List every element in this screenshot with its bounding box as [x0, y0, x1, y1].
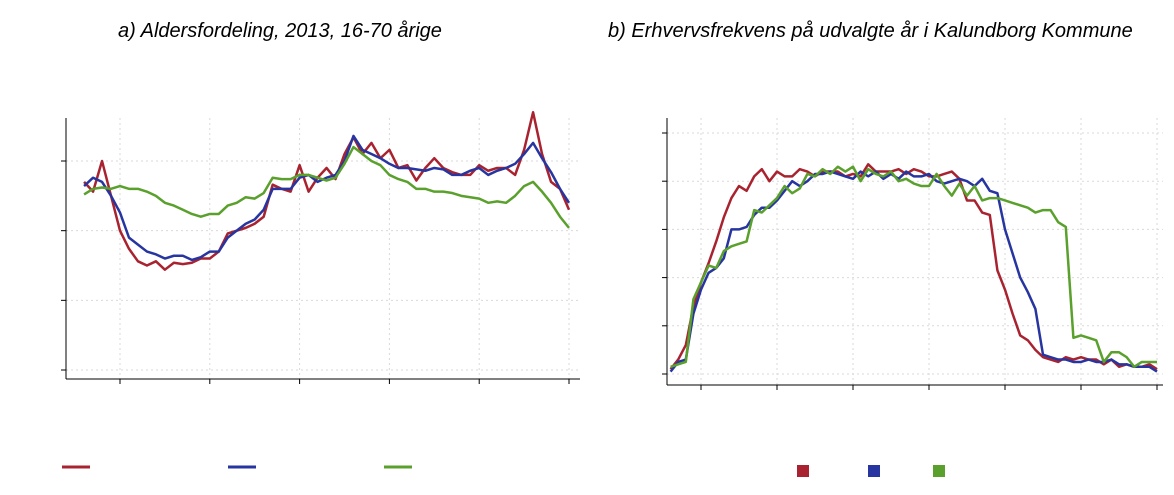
series-line-b-0 [669, 163, 1158, 371]
series-line-b-2 [670, 165, 1157, 369]
series-line-a-1 [83, 134, 571, 262]
legend-swatch [797, 465, 809, 477]
series-line-b-1 [669, 170, 1158, 373]
legend-swatch [868, 465, 880, 477]
chart-b-grid [667, 118, 1163, 385]
series-line-a-0 [83, 110, 571, 271]
series-line-a-2 [83, 145, 570, 229]
chart-a-grid [66, 118, 580, 379]
chart-b-title: b) Erhvervsfrekvens på udvalgte år i Kal… [608, 20, 1133, 42]
chart-b-legend [797, 465, 945, 477]
legend-swatch [933, 465, 945, 477]
chart-a-title: a) Aldersfordeling, 2013, 16-70 årige [118, 20, 442, 42]
